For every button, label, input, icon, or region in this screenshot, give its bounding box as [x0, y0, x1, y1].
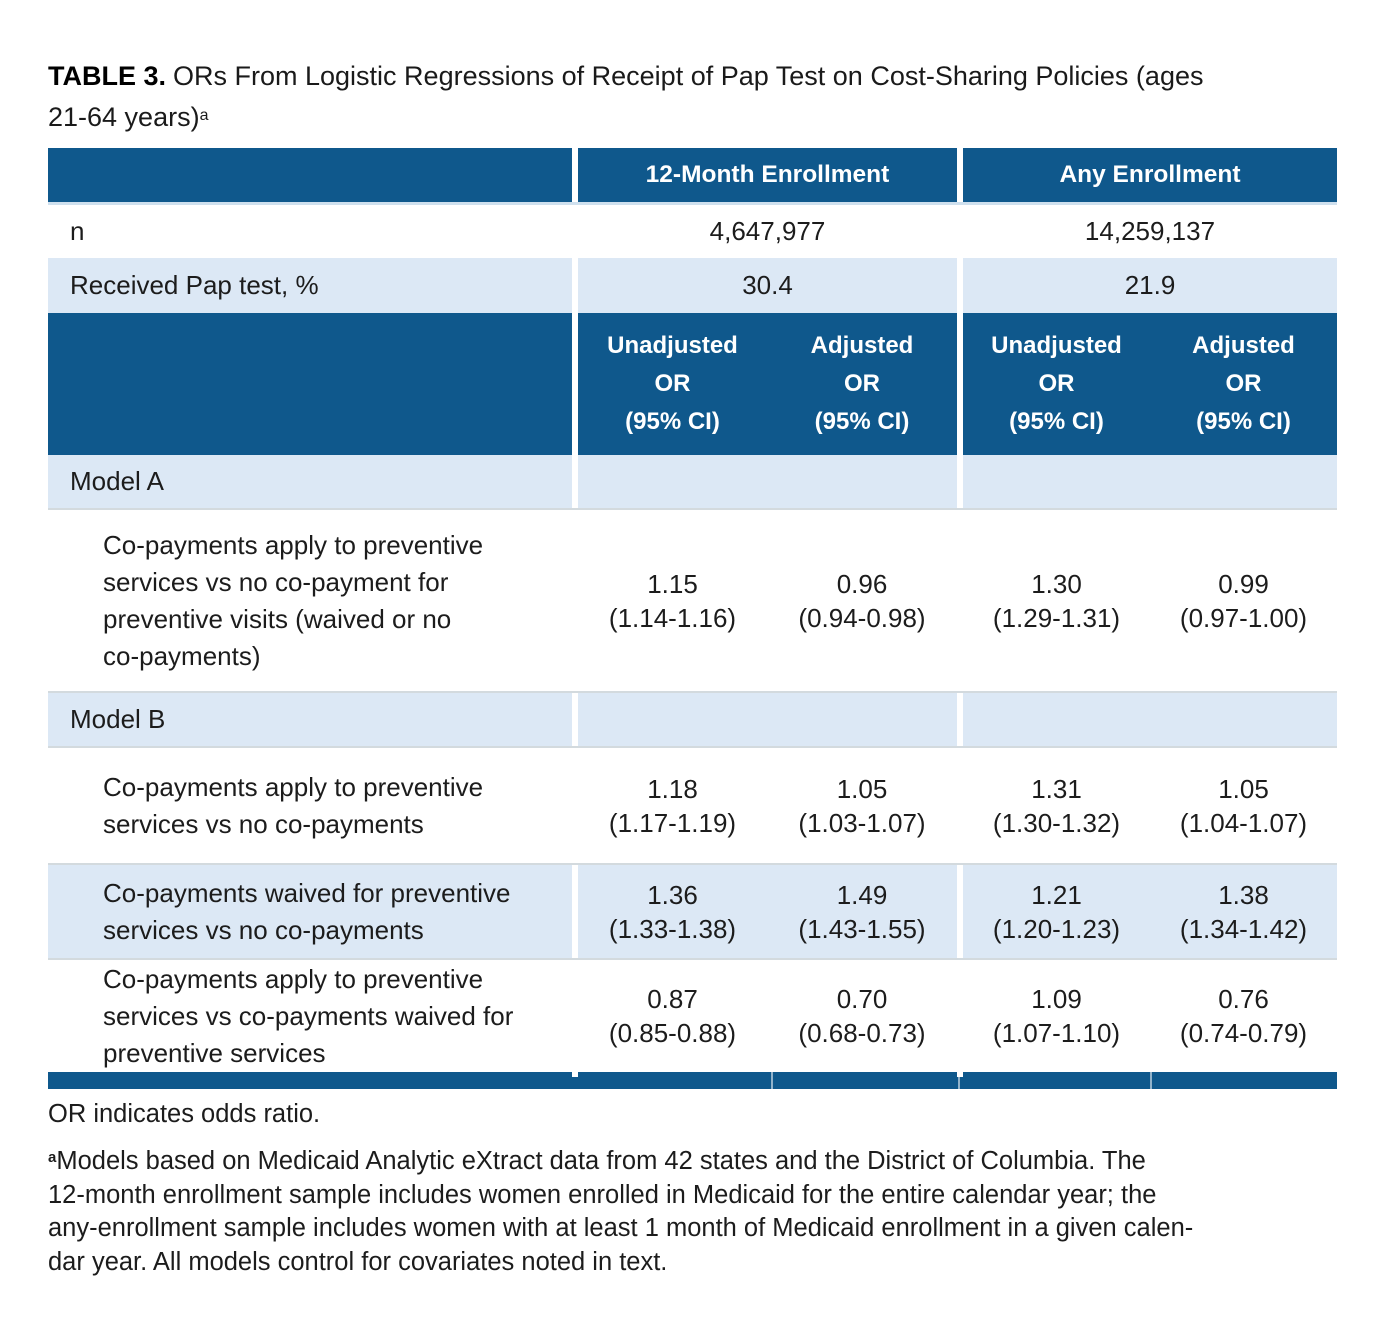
table-title-text: ORs From Logistic Regressions of Receipt… — [48, 61, 1204, 132]
model-a-label: Model A — [48, 455, 572, 508]
or-value-cell: 1.21 (1.20-1.23) — [963, 865, 1150, 958]
n-value-any: 14,259,137 — [1084, 216, 1216, 246]
model-b-row-3: Co-payments apply to preventive services… — [48, 960, 1337, 1072]
column-seam — [958, 1072, 960, 1089]
model-a-blank-cell — [578, 455, 957, 508]
table-number-label: TABLE 3. — [48, 61, 167, 91]
or-value-cell: 0.87 (0.85-0.88) — [608, 984, 737, 1048]
results-table: 12-Month Enrollment Any Enrollment n 4,6… — [48, 148, 1337, 1072]
pap-value-any: 21.9 — [963, 258, 1337, 313]
row-label-pap: Received Pap test, % — [48, 258, 572, 313]
row-label-n: n — [70, 216, 85, 246]
or-value-cell: 1.36 (1.33-1.38) — [578, 865, 767, 958]
model-b-label: Model B — [48, 693, 572, 746]
model-b-header-row: Model B — [48, 693, 1337, 748]
footnote-a-text: Models based on Medicaid Analytic eXtrac… — [48, 1147, 1194, 1276]
header-blank-cell — [48, 148, 572, 202]
or-value-cell: 1.09 (1.07-1.10) — [992, 984, 1121, 1048]
model-b-row-2: Co-payments waived for preventive servic… — [48, 865, 1337, 960]
group-header-row: 12-Month Enrollment Any Enrollment — [48, 148, 1337, 205]
or-value-cell: 1.49 (1.43-1.55) — [767, 865, 957, 958]
gutter-notch — [572, 1072, 578, 1077]
row-label: Co-payments apply to preventive services… — [103, 963, 514, 1068]
model-a-blank-cell — [963, 455, 1337, 508]
column-seam — [771, 1072, 773, 1089]
column-seam — [1150, 1072, 1152, 1089]
or-value-cell: 1.31 (1.30-1.32) — [992, 773, 1121, 838]
or-value-cell: 0.70 (0.68-0.73) — [798, 984, 926, 1048]
footnote-or-definition: OR indicates odds ratio. — [48, 1100, 321, 1128]
or-value-cell: 0.96 (0.94-0.98) — [798, 568, 926, 633]
model-b-blank-cell — [578, 693, 957, 746]
sub-header-adjusted-any: Adjusted OR (95% CI) — [1150, 313, 1337, 455]
or-value-cell: 1.15 (1.14-1.16) — [608, 568, 737, 633]
sub-header-unadjusted-12m: Unadjusted OR (95% CI) — [578, 313, 767, 455]
footnote-a: aModels based on Medicaid Analytic eXtra… — [48, 1141, 1358, 1279]
or-value-cell: 1.05 (1.04-1.07) — [1179, 773, 1308, 838]
pap-value-12-month: 30.4 — [578, 258, 957, 313]
sub-header-blank-cell — [48, 313, 572, 455]
group-header-any-enrollment: Any Enrollment — [963, 148, 1337, 202]
sub-header-adjusted-12m: Adjusted OR (95% CI) — [767, 313, 957, 455]
or-value-cell: 1.05 (1.03-1.07) — [798, 773, 926, 838]
model-a-header-row: Model A — [48, 455, 1337, 510]
or-value-cell: 0.99 (0.97-1.00) — [1179, 568, 1308, 633]
group-header-12-month: 12-Month Enrollment — [578, 148, 957, 202]
n-row: n 4,647,977 14,259,137 — [48, 205, 1337, 258]
or-value-cell: 1.18 (1.17-1.19) — [608, 773, 737, 838]
pap-test-row: Received Pap test, % 30.4 21.9 — [48, 258, 1337, 313]
sub-header-unadjusted-any: Unadjusted OR (95% CI) — [963, 313, 1150, 455]
sub-header-row: Unadjusted OR (95% CI) Adjusted OR (95% … — [48, 313, 1337, 455]
or-value-cell: 1.30 (1.29-1.31) — [992, 568, 1121, 633]
row-label: Co-payments apply to preventive services… — [103, 529, 484, 671]
table-bottom-rule — [48, 1072, 1337, 1089]
model-a-row-1: Co-payments apply to preventive services… — [48, 510, 1337, 693]
title-footnote-marker: a — [199, 107, 209, 124]
table-title: TABLE 3. ORs From Logistic Regressions of… — [48, 56, 1348, 137]
row-label: Co-payments waived for preventive servic… — [48, 865, 572, 958]
or-value-cell: 1.38 (1.34-1.42) — [1150, 865, 1337, 958]
row-label: Co-payments apply to preventive services… — [103, 771, 484, 839]
model-b-blank-cell — [963, 693, 1337, 746]
footnote-a-marker: a — [48, 1149, 57, 1166]
n-value-12-month: 4,647,977 — [709, 216, 826, 246]
gutter-notch — [957, 1072, 963, 1077]
or-value-cell: 0.76 (0.74-0.79) — [1179, 984, 1308, 1048]
model-b-row-1: Co-payments apply to preventive services… — [48, 748, 1337, 865]
